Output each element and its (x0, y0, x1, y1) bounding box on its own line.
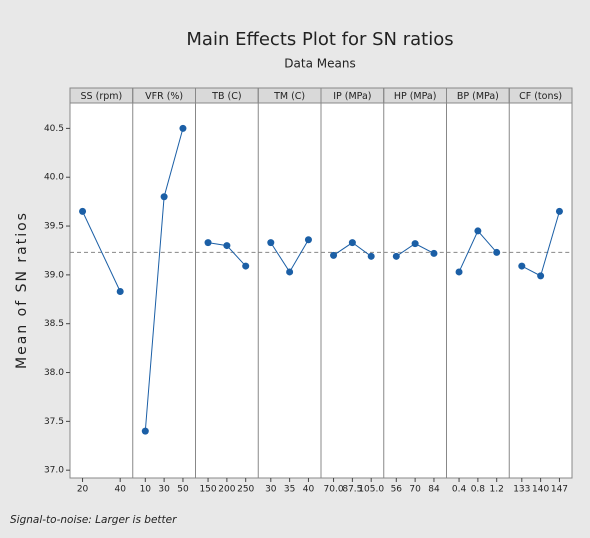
panel-title: IP (MPa) (333, 91, 371, 102)
y-tick-label: 38.0 (44, 368, 64, 378)
x-tick-label: 200 (218, 485, 235, 495)
point (330, 251, 338, 259)
y-tick-label: 37.5 (44, 417, 64, 427)
x-tick-label: 87.5 (342, 485, 362, 495)
x-tick-label: 30 (265, 485, 277, 495)
x-tick-label: 133 (513, 485, 530, 495)
panel-title: HP (MPa) (394, 91, 437, 102)
x-tick-label: 140 (532, 485, 549, 495)
x-tick-label: 105.0 (358, 485, 384, 495)
point (160, 193, 168, 201)
y-tick-label: 40.5 (44, 124, 64, 134)
x-tick-label: 30 (158, 485, 170, 495)
panel-title: TB (C) (211, 91, 241, 102)
x-tick-label: 56 (391, 485, 403, 495)
point (242, 262, 250, 270)
point (392, 252, 400, 260)
x-tick-label: 250 (237, 485, 254, 495)
point (430, 249, 438, 257)
y-axis-label: Mean of SN ratios (14, 211, 30, 369)
panel-title: SS (rpm) (81, 91, 123, 102)
point (411, 240, 419, 248)
x-tick-label: 10 (140, 485, 152, 495)
point (223, 242, 231, 250)
chart-title: Main Effects Plot for SN ratios (186, 29, 453, 50)
panel-title: VFR (%) (145, 91, 183, 102)
x-tick-label: 35 (284, 485, 295, 495)
point (141, 427, 149, 435)
x-tick-label: 40 (114, 485, 126, 495)
y-tick-label: 37.0 (44, 466, 64, 476)
point (348, 239, 356, 247)
y-tick-label: 38.5 (44, 319, 64, 329)
point (286, 268, 294, 276)
x-tick-label: 84 (428, 485, 440, 495)
point (304, 236, 312, 244)
x-tick-label: 40 (303, 485, 315, 495)
point (116, 287, 124, 295)
line (82, 211, 121, 292)
x-tick-label: 50 (177, 485, 189, 495)
panel-title: CF (tons) (519, 91, 562, 102)
y-tick-label: 39.0 (44, 270, 64, 280)
point (455, 268, 463, 276)
x-tick-label: 20 (77, 485, 89, 495)
point (474, 227, 482, 235)
y-tick-label: 39.5 (44, 222, 64, 232)
point (518, 262, 526, 270)
point (79, 207, 87, 215)
footnote: Signal-to-noise: Larger is better (10, 514, 177, 526)
point (267, 239, 275, 247)
x-tick-label: 147 (551, 485, 568, 495)
x-tick-label: 70 (409, 485, 421, 495)
point (179, 124, 187, 132)
point (555, 207, 563, 215)
x-tick-label: 1.2 (490, 485, 504, 495)
point (493, 248, 501, 256)
x-tick-label: 150 (199, 485, 216, 495)
chart-subtitle: Data Means (284, 57, 355, 71)
x-tick-label: 0.8 (471, 485, 486, 495)
point (204, 239, 212, 247)
point (537, 272, 545, 280)
panel-title: BP (MPa) (457, 91, 499, 102)
x-tick-label: 70.0 (324, 485, 344, 495)
x-tick-label: 0.4 (452, 485, 467, 495)
panel-title: TM (C) (273, 91, 305, 102)
y-tick-label: 40.0 (44, 173, 64, 183)
point (367, 252, 375, 260)
